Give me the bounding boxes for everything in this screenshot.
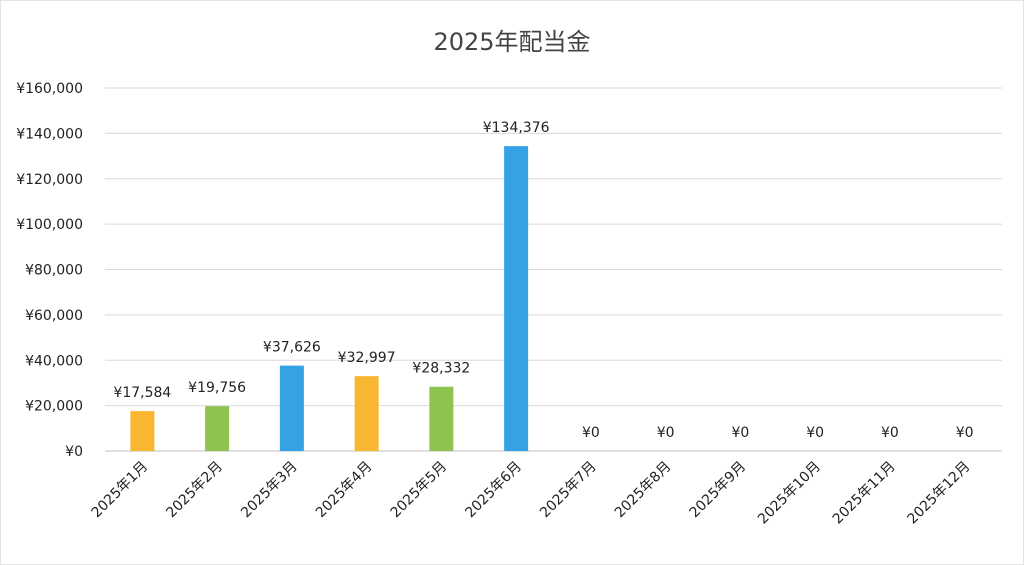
x-tick-label: 2025年9月 [687,459,750,522]
data-label: ¥134,376 [483,120,550,136]
y-tick-label: ¥160,000 [16,81,83,97]
data-label: ¥19,756 [188,380,246,396]
x-axis-ticks: 2025年1月 2025年2月 2025年3月 2025年4月 2025年5月 2025年… [89,459,974,528]
bar [504,146,529,451]
data-labels: ¥17,584 ¥19,756 ¥37,626 ¥32,997 ¥28,332 ¥134,… [113,120,973,441]
x-tick-label: 2025年7月 [537,459,600,522]
x-tick-label: 2025年6月 [462,459,525,522]
x-tick-label: 2025年2月 [163,459,226,522]
data-label: ¥17,584 [113,385,171,401]
data-label: ¥0 [956,425,974,441]
gridlines [105,87,1002,452]
bar [130,411,155,451]
data-label: ¥0 [657,425,675,441]
data-label: ¥0 [881,425,899,441]
bar [429,386,454,451]
bars [130,146,529,451]
chart-title: 2025年配当金 [433,28,590,56]
data-label: ¥28,332 [412,361,470,377]
y-tick-label: ¥40,000 [25,353,83,369]
bar [279,365,304,451]
x-tick-label: 2025年10月 [755,459,824,528]
bar [354,376,379,451]
data-label: ¥0 [582,425,600,441]
y-tick-label: ¥120,000 [16,172,83,188]
x-tick-label: 2025年12月 [905,459,974,528]
x-tick-label: 2025年5月 [388,459,451,522]
y-tick-label: ¥80,000 [25,263,83,279]
x-tick-label: 2025年8月 [612,459,675,522]
x-tick-label: 2025年4月 [313,459,376,522]
y-tick-label: ¥100,000 [16,217,83,233]
y-tick-label: ¥60,000 [25,308,83,324]
y-tick-label: ¥0 [65,444,83,460]
data-label: ¥32,997 [338,350,396,366]
x-tick-label: 2025年1月 [89,459,152,522]
y-tick-label: ¥20,000 [25,399,83,415]
x-tick-label: 2025年11月 [830,459,899,528]
data-label: ¥0 [806,425,824,441]
y-axis-ticks: ¥0 ¥20,000 ¥40,000 ¥60,000 ¥80,000 ¥100,000 ¥1… [16,81,83,460]
bar [205,406,230,451]
x-tick-label: 2025年3月 [238,459,301,522]
data-label: ¥0 [731,425,749,441]
y-tick-label: ¥140,000 [16,126,83,142]
data-label: ¥37,626 [263,340,321,356]
